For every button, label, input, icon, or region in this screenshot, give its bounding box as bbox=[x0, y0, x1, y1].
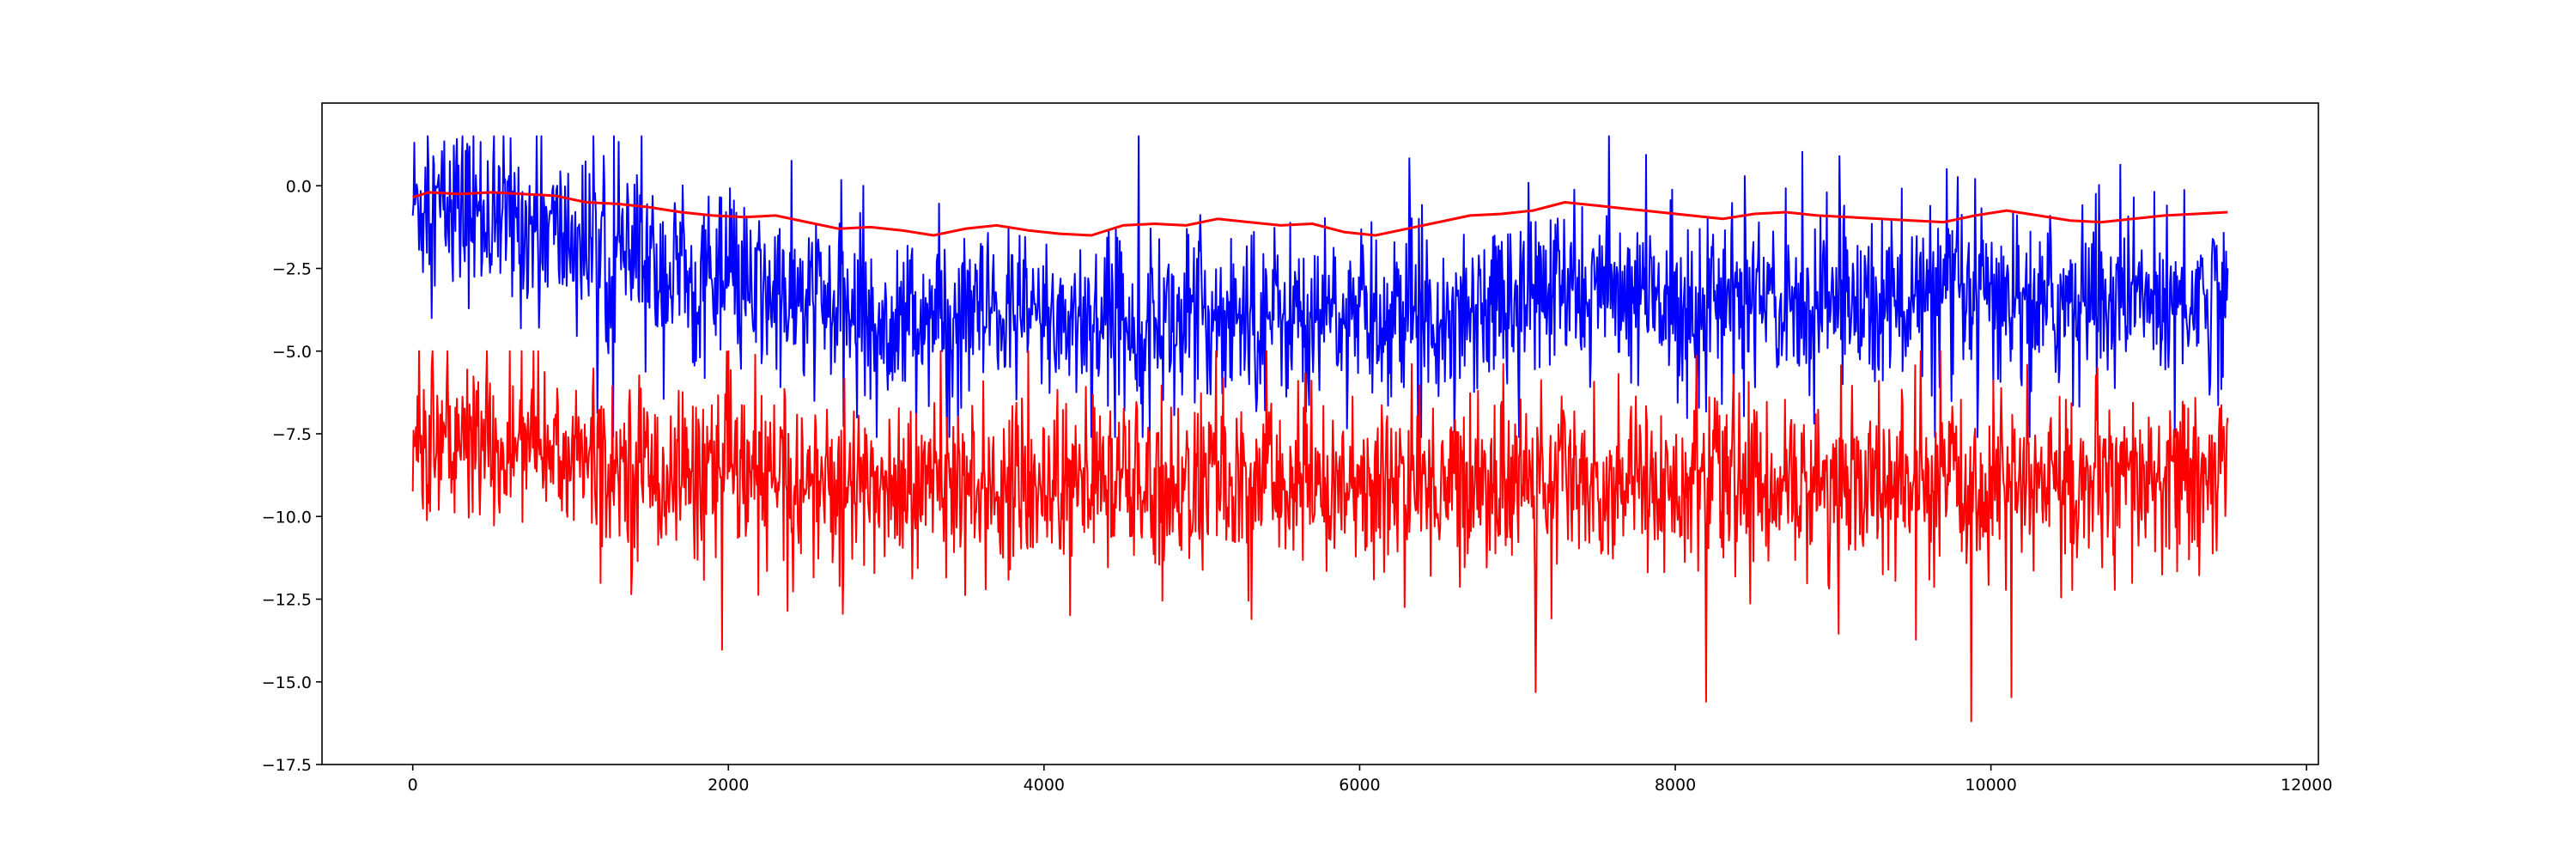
x-tick-label: 4000 bbox=[1024, 776, 1065, 795]
series-line-blue-noisy bbox=[411, 135, 2229, 438]
x-tick-label: 10000 bbox=[1965, 776, 2016, 795]
y-tick-label: −17.5 bbox=[262, 756, 312, 775]
y-tick-label: 0.0 bbox=[286, 177, 312, 196]
y-tick-label: −7.5 bbox=[272, 425, 312, 444]
y-tick-label: −5.0 bbox=[272, 343, 312, 362]
x-tick-label: 6000 bbox=[1339, 776, 1380, 795]
x-tick-label: 0 bbox=[408, 776, 418, 795]
y-axis: 0.0 −2.5 −5.0 −7.5 −10.0 −12.5 −15.0 −17.5 bbox=[262, 177, 322, 775]
series-line-moving-average bbox=[412, 191, 2228, 237]
x-tick-label: 2000 bbox=[708, 776, 749, 795]
y-tick-label: −2.5 bbox=[272, 260, 312, 279]
x-axis: 0 2000 4000 6000 8000 10000 12000 bbox=[408, 765, 2332, 795]
x-tick-label: 12000 bbox=[2281, 776, 2332, 795]
series-line-red-noisy bbox=[411, 350, 2229, 722]
x-tick-label: 8000 bbox=[1655, 776, 1696, 795]
y-tick-label: −15.0 bbox=[262, 673, 312, 692]
y-tick-label: −12.5 bbox=[262, 591, 312, 610]
y-tick-label: −10.0 bbox=[262, 508, 312, 527]
plot-data-group bbox=[411, 135, 2229, 722]
